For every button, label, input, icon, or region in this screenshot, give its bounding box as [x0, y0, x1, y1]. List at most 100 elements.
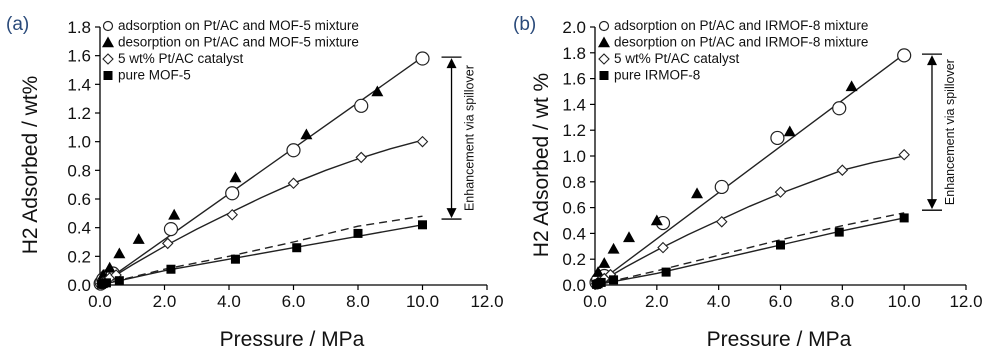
panel-b-series-3-point	[834, 227, 844, 237]
panel-b-fit-line-2	[594, 155, 905, 286]
panel-a-fit-line-2	[99, 139, 423, 286]
panel-b-y-axis-label-text: H2 Adsorbed / wt %	[530, 73, 553, 257]
panel-b-y-tick-label: 1.6	[562, 70, 586, 89]
panel-b-series-0-point	[897, 48, 912, 63]
panel-b-series-2-point	[657, 241, 669, 254]
panel-b-plot: 0.0 0.2 0.4 0.6 0.8 1.0 1.2 1.4 1.6 1.8 2.0 0.0 2.0 4…	[562, 18, 982, 311]
panel-b-series-1-point	[592, 266, 605, 277]
panel-b-series-0-point	[714, 179, 729, 195]
panel-a-series-0-point	[225, 186, 240, 201]
panel-b-y-tick-label: 1.0	[562, 147, 586, 166]
panel-b-enhancement-arrow-head-down	[926, 199, 937, 210]
panel-a-series-1-point	[229, 171, 242, 183]
panel-a-legend-entry-0: adsorption on Pt/AC and MOF-5 mixture	[118, 18, 359, 33]
panel-b-x-tick-label: 12.0	[949, 292, 982, 311]
panel-b-x-tick-label: 0.0	[583, 292, 607, 311]
panel-a-y-tick-label: 0.2	[67, 247, 91, 266]
panel-a-x-tick-label: 8.0	[346, 292, 370, 311]
panel-a-series-1-point	[113, 247, 126, 259]
panel-b-series-1-point	[607, 242, 620, 254]
panel-a-legend-marker-3	[103, 71, 113, 80]
panel-a: (a) H2 Adsorbed / wt% Pressure / MPa 0.0…	[6, 14, 504, 351]
panel-a-legend-marker-2	[102, 53, 114, 65]
panel-a-series-0-point	[415, 51, 430, 66]
panel-b-y-tick-label: 0.8	[562, 173, 586, 192]
panel-a-series-1-point	[300, 128, 313, 140]
panel-a-enhancement-arrow-head-up	[446, 58, 457, 69]
panel-a-series-1-point	[371, 85, 384, 97]
panel-a-x-tick-label: 4.0	[217, 292, 241, 311]
panel-b-legend-entry-2: 5 wt% Pt/AC catalyst	[614, 51, 740, 66]
panel-a-series-0-point	[163, 222, 179, 237]
panel-b-series-1-point	[691, 187, 704, 199]
panel-b-series-3-point	[776, 240, 785, 250]
panel-b-series-3-point	[661, 267, 671, 277]
panel-b-legend-entry-0: adsorption on Pt/AC and IRMOF-8 mixture	[614, 18, 868, 33]
panel-a-y-axis-label: H2 Adsorbed / wt%	[19, 76, 42, 255]
panel-b-series-2-point	[836, 164, 849, 176]
panel-a-enhancement-arrow-head-down	[446, 208, 457, 219]
panel-b-x-tick-label: 2.0	[645, 292, 669, 311]
panel-b-tag: (b)	[513, 14, 536, 35]
panel-b-series-1-point	[623, 231, 636, 243]
panel-b-series-3-point	[596, 277, 606, 287]
panel-a-y-tick-label: 1.8	[67, 18, 91, 37]
panel-a-series-0-point	[354, 98, 369, 113]
panel-b-fit-line-0	[594, 53, 905, 286]
panel-b-series-0-point	[832, 101, 847, 116]
panel-b-legend-entry-3: pure IRMOF-8	[614, 68, 700, 83]
panel-b-legend-marker-1	[598, 36, 610, 48]
panel-a-x-axis-label: Pressure / MPa	[220, 328, 365, 351]
panel-b-x-tick-label: 6.0	[769, 292, 793, 311]
panel-b-y-tick-label: 2.0	[562, 18, 586, 37]
panel-a-y-axis-label-text: H2 Adsorbed / wt%	[19, 76, 42, 255]
panel-a-series-3-point	[166, 264, 176, 274]
panel-b-enhancement-label: Enhancement via spillover	[943, 59, 957, 205]
panel-a-legend-marker-0	[102, 20, 114, 32]
panel-a-y-tick-label: 0.6	[67, 190, 91, 209]
panel-b-legend-marker-2	[598, 53, 610, 65]
panel-b-x-tick-label: 4.0	[707, 292, 731, 311]
panel-b-y-tick-label: 0.6	[562, 199, 586, 218]
panel-b-y-tick-label: 1.4	[562, 95, 586, 114]
panel-b-x-tick-label: 10.0	[888, 292, 921, 311]
panel-b-series-2-point	[898, 148, 910, 161]
panel-a-enhancement-label: Enhancement via spillover	[463, 65, 477, 211]
panel-b-y-axis-label: H2 Adsorbed / wt %	[530, 73, 553, 257]
panel-b-y-tick-label: 0.2	[562, 250, 586, 269]
panel-a-fit-line-3	[99, 224, 423, 286]
panel-b-series-1-point	[783, 125, 796, 137]
panel-a-tag: (a)	[6, 14, 29, 35]
panel-b-x-tick-label: 8.0	[831, 292, 855, 311]
panel-a-x-tick-label: 0.0	[88, 292, 112, 311]
panel-a-series-3-point	[101, 278, 111, 288]
panel-a-legend-marker-1	[102, 36, 114, 48]
panel-a-y-tick-label: 1.4	[67, 75, 91, 94]
panel-a-y-tick-label: 0.4	[67, 219, 91, 238]
panel-a-series-2-point	[226, 208, 239, 221]
panel-a-series-2-point	[416, 135, 429, 148]
panel-a-series-3-point	[418, 220, 427, 230]
panel-a-y-tick-label: 1.6	[67, 47, 91, 66]
panel-a-x-tick-label: 2.0	[153, 292, 177, 311]
panel-b-legend-marker-0	[598, 20, 610, 32]
panel-a-x-tick-label: 6.0	[282, 292, 306, 311]
panel-a-fit-dashed-line-3	[99, 215, 423, 286]
panel-b-y-tick-label: 1.2	[562, 121, 586, 140]
panel-a-series-1-point	[103, 261, 116, 273]
panel-a-series-0-point	[286, 143, 301, 158]
panel-b-legend-marker-3	[599, 71, 609, 80]
panel-a-y-tick-label: 1.0	[67, 133, 91, 152]
panel-b-series-1-point	[598, 257, 611, 268]
panel-a-y-tick-label: 0.0	[67, 276, 91, 295]
panel-b-series-0-point	[770, 130, 785, 146]
panel-b-series-1-point	[650, 214, 663, 226]
panel-a-series-2-point	[287, 177, 300, 190]
panel-a-y-tick-label: 0.8	[67, 161, 91, 180]
panel-a-series-3-point	[353, 228, 363, 238]
panel-a-x-tick-label: 10.0	[406, 292, 439, 311]
panel-a-series-2-point	[161, 237, 174, 250]
panel-b-y-tick-label: 0.4	[562, 224, 586, 243]
panel-a-series-3-point	[292, 243, 302, 253]
